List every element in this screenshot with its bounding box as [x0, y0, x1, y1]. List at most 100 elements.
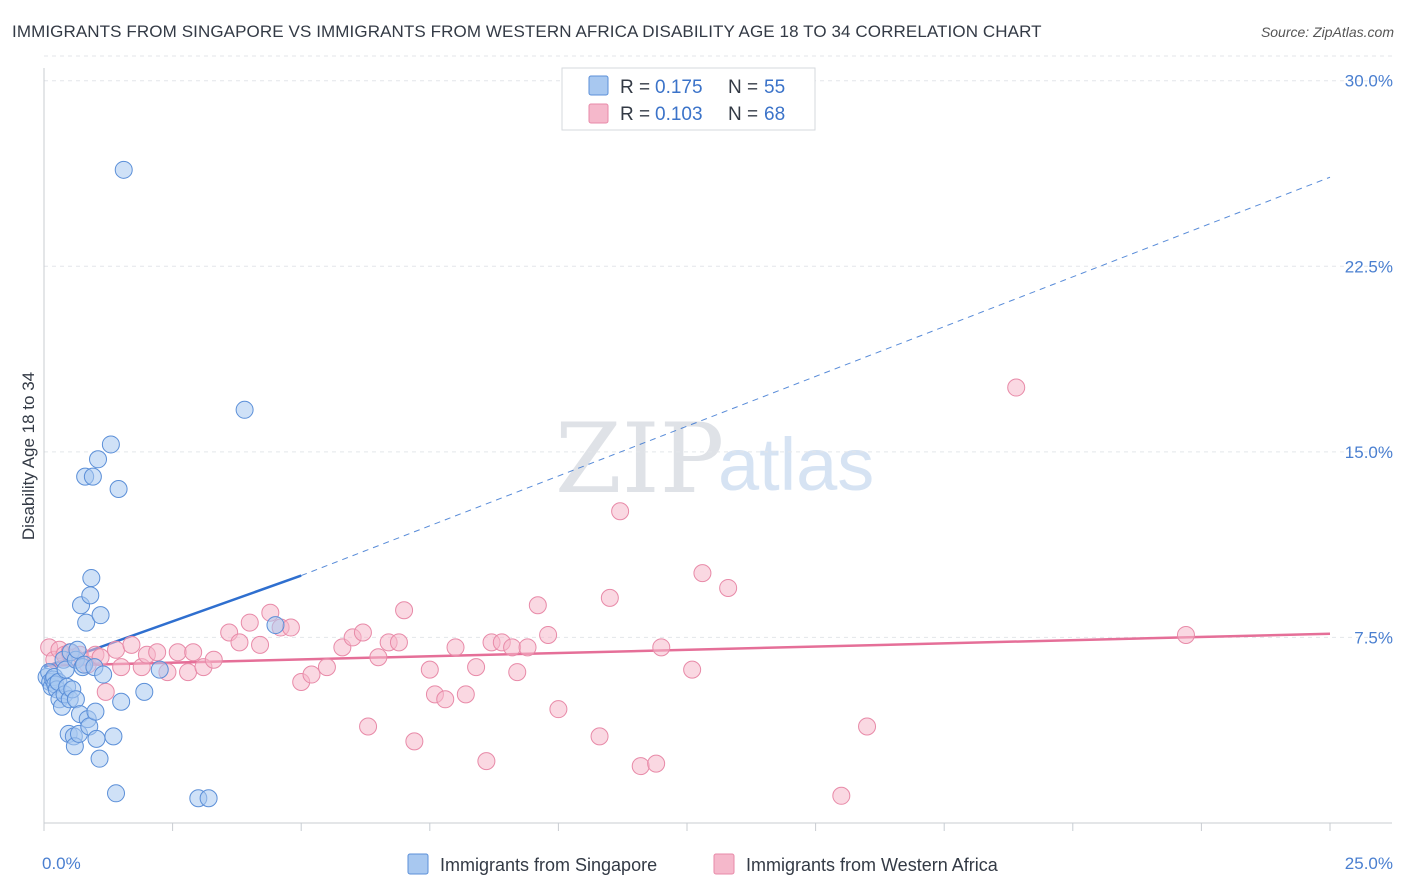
legend-r-value-wafrica: 0.103: [655, 104, 703, 125]
trend-line-singapore-extension: [301, 176, 1331, 577]
legend-n-value-singapore: 55: [764, 77, 785, 98]
axes: [43, 68, 1392, 831]
point-western-africa-45: [446, 638, 465, 657]
legend-n-label-singapore: N =: [728, 77, 758, 98]
point-singapore-53: [235, 400, 254, 419]
point-western-africa-58: [600, 588, 619, 607]
point-singapore-41: [91, 606, 110, 625]
point-singapore-47: [112, 692, 131, 711]
point-western-africa-40: [395, 601, 414, 620]
y-axis-title: Disability Age 18 to 34: [19, 372, 38, 540]
point-western-africa-20: [184, 643, 203, 662]
point-singapore-44: [104, 727, 123, 746]
x-tick-label-1: 25.0%: [1345, 854, 1393, 873]
point-singapore-37: [86, 702, 105, 721]
x-tick-label-0: 0.0%: [42, 854, 81, 873]
point-western-africa-42: [420, 660, 439, 679]
point-singapore-43: [101, 435, 120, 454]
point-western-africa-65: [719, 578, 738, 597]
chart-source: Source: ZipAtlas.com: [1260, 24, 1394, 40]
point-western-africa-67: [858, 717, 877, 736]
point-western-africa-19: [179, 663, 198, 682]
point-western-africa-61: [647, 754, 666, 773]
point-western-africa-11: [107, 640, 126, 659]
point-western-africa-25: [240, 613, 259, 632]
point-singapore-50: [150, 660, 169, 679]
point-western-africa-12: [112, 658, 131, 677]
point-western-africa-35: [353, 623, 372, 642]
bottom-legend-swatch-wafrica: [713, 853, 735, 875]
legend-n-label-wafrica: N =: [728, 104, 758, 125]
point-singapore-38: [87, 729, 106, 748]
watermark-zip: ZIP: [555, 403, 724, 515]
point-western-africa-55: [539, 625, 558, 644]
point-singapore-23: [68, 640, 87, 659]
point-western-africa-69: [1176, 625, 1195, 644]
bottom-legend-label-wafrica: Immigrants from Western Africa: [746, 855, 999, 875]
point-western-africa-68: [1007, 378, 1026, 397]
legend: R = 0.175 N = 55 R = 0.103 N = 68: [561, 67, 816, 131]
point-western-africa-63: [683, 660, 702, 679]
legend-r-value-singapore: 0.175: [655, 77, 703, 98]
point-western-africa-13: [122, 635, 141, 654]
point-western-africa-53: [518, 638, 537, 657]
point-western-africa-51: [503, 638, 522, 657]
bottom-legend-swatch-singapore: [407, 853, 429, 875]
point-singapore-46: [109, 479, 128, 498]
grid-lines: [44, 55, 1392, 638]
bottom-legend-label-singapore: Immigrants from Singapore: [440, 855, 657, 875]
point-western-africa-10: [96, 682, 115, 701]
point-western-africa-54: [528, 596, 547, 615]
point-singapore-48: [114, 160, 133, 179]
legend-swatch-singapore: [588, 75, 609, 96]
point-western-africa-18: [168, 643, 187, 662]
point-singapore-33: [81, 586, 100, 605]
point-western-africa-32: [317, 658, 336, 677]
point-western-africa-44: [436, 690, 455, 709]
point-western-africa-59: [611, 502, 630, 521]
point-singapore-34: [82, 569, 101, 588]
point-singapore-30: [77, 613, 96, 632]
point-western-africa-16: [148, 643, 167, 662]
y-tick-label-0: 7.5%: [1354, 628, 1393, 647]
point-western-africa-62: [652, 638, 671, 657]
point-singapore-52: [199, 789, 218, 808]
watermark-atlas: atlas: [718, 423, 874, 506]
y-tick-label-2: 22.5%: [1345, 257, 1393, 276]
point-western-africa-46: [456, 685, 475, 704]
legend-r-label-wafrica: R =: [620, 104, 650, 125]
point-western-africa-29: [281, 618, 300, 637]
point-western-africa-31: [302, 665, 321, 684]
tick-labels: 7.5% 15.0% 22.5% 30.0% 0.0% 25.0%: [42, 72, 1393, 873]
trend-line-western-africa: [43, 632, 1331, 668]
point-western-africa-64: [693, 564, 712, 583]
point-singapore-35: [83, 467, 102, 486]
point-western-africa-36: [359, 717, 378, 736]
point-western-africa-52: [508, 663, 527, 682]
point-western-africa-26: [251, 635, 270, 654]
point-western-africa-41: [405, 732, 424, 751]
legend-r-label-singapore: R =: [620, 77, 650, 98]
point-western-africa-22: [204, 650, 223, 669]
point-singapore-40: [90, 749, 109, 768]
point-singapore-45: [107, 784, 126, 803]
legend-n-value-wafrica: 68: [764, 104, 785, 125]
point-western-africa-37: [369, 648, 388, 667]
points-singapore: [37, 160, 285, 808]
y-tick-label-1: 15.0%: [1345, 443, 1393, 462]
point-singapore-39: [89, 450, 108, 469]
legend-swatch-wafrica: [588, 103, 609, 124]
point-singapore-22: [66, 690, 85, 709]
y-tick-label-3: 30.0%: [1345, 72, 1393, 91]
point-singapore-49: [135, 682, 154, 701]
zipatlas-watermark: ZIP atlas: [555, 403, 874, 515]
point-western-africa-39: [389, 633, 408, 652]
point-western-africa-66: [832, 786, 851, 805]
point-western-africa-48: [477, 752, 496, 771]
bottom-legend: Immigrants from Singapore Immigrants fro…: [407, 853, 999, 875]
point-western-africa-60: [631, 757, 650, 776]
point-singapore-54: [266, 616, 285, 635]
chart-title: IMMIGRANTS FROM SINGAPORE VS IMMIGRANTS …: [12, 22, 1042, 41]
point-western-africa-57: [590, 727, 609, 746]
